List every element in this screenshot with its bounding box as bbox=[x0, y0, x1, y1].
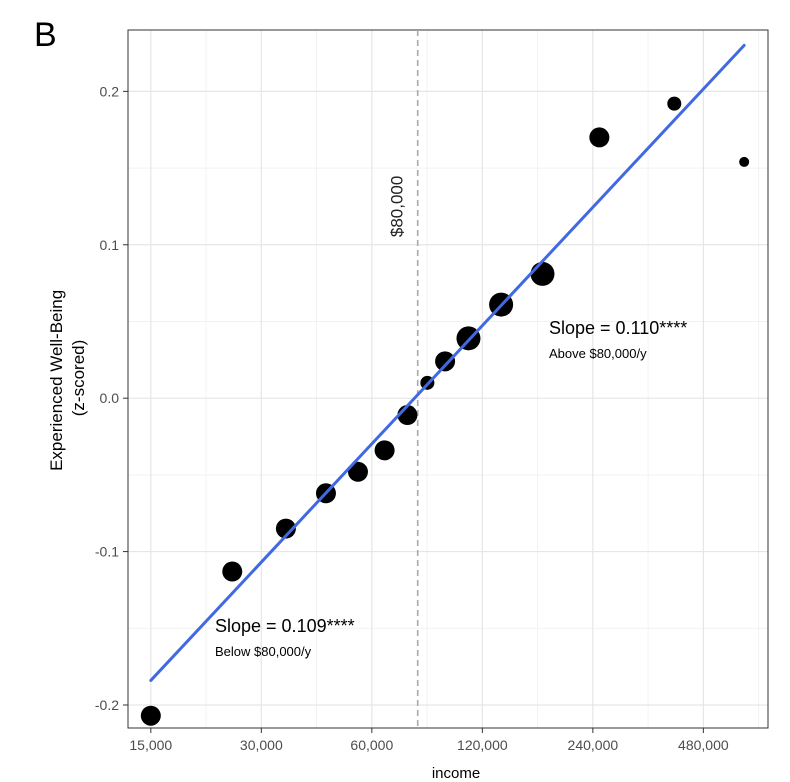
panel-label: B bbox=[34, 16, 57, 54]
x-tick-label: 120,000 bbox=[457, 737, 508, 753]
data-point bbox=[435, 351, 456, 372]
x-tick-label: 30,000 bbox=[240, 737, 283, 753]
x-axis: 15,000 30,000 60,000 120,000 240,000 480,000 bbox=[129, 728, 729, 753]
y-axis: -0.2 -0.1 0.0 0.1 0.2 bbox=[95, 83, 128, 713]
y-tick-label: 0.0 bbox=[100, 390, 120, 406]
x-tick-label: 60,000 bbox=[350, 737, 393, 753]
annotation-below-subtitle: Below $80,000/y bbox=[215, 644, 312, 659]
annotations: Slope = 0.109**** Below $80,000/y Slope = … bbox=[215, 318, 687, 659]
minor-gridlines bbox=[128, 30, 768, 728]
y-axis-label: Experienced Well-Being (z-scored) bbox=[47, 285, 88, 471]
data-point bbox=[589, 127, 610, 148]
data-point bbox=[275, 518, 296, 539]
x-tick-label: 240,000 bbox=[568, 737, 619, 753]
data-point bbox=[530, 261, 555, 286]
major-gridlines bbox=[128, 30, 768, 728]
y-axis-label-line-2: (z-scored) bbox=[69, 340, 88, 417]
y-axis-label-line-1: Experienced Well-Being bbox=[47, 290, 66, 471]
y-tick-label: -0.2 bbox=[95, 697, 119, 713]
y-tick-label: 0.1 bbox=[100, 237, 120, 253]
fit-line-group bbox=[149, 43, 746, 682]
x-tick-label: 480,000 bbox=[678, 737, 729, 753]
threshold-group: $80,000 bbox=[388, 30, 419, 728]
data-point bbox=[667, 96, 682, 111]
y-tick-label: -0.1 bbox=[95, 544, 119, 560]
x-tick-label: 15,000 bbox=[129, 737, 172, 753]
data-point bbox=[374, 440, 395, 461]
data-point bbox=[739, 156, 750, 167]
fit-line bbox=[149, 43, 746, 682]
plot-panel-border bbox=[127, 29, 769, 729]
data-point bbox=[140, 705, 161, 726]
annotation-above-slope: Slope = 0.110**** bbox=[549, 318, 687, 338]
annotation-above-subtitle: Above $80,000/y bbox=[549, 346, 647, 361]
annotation-below-slope: Slope = 0.109**** bbox=[215, 616, 355, 636]
data-point bbox=[347, 461, 368, 482]
y-tick-label: 0.2 bbox=[100, 83, 120, 99]
threshold-label: $80,000 bbox=[388, 176, 407, 237]
data-point bbox=[222, 561, 243, 582]
x-axis-label: income bbox=[432, 765, 480, 782]
